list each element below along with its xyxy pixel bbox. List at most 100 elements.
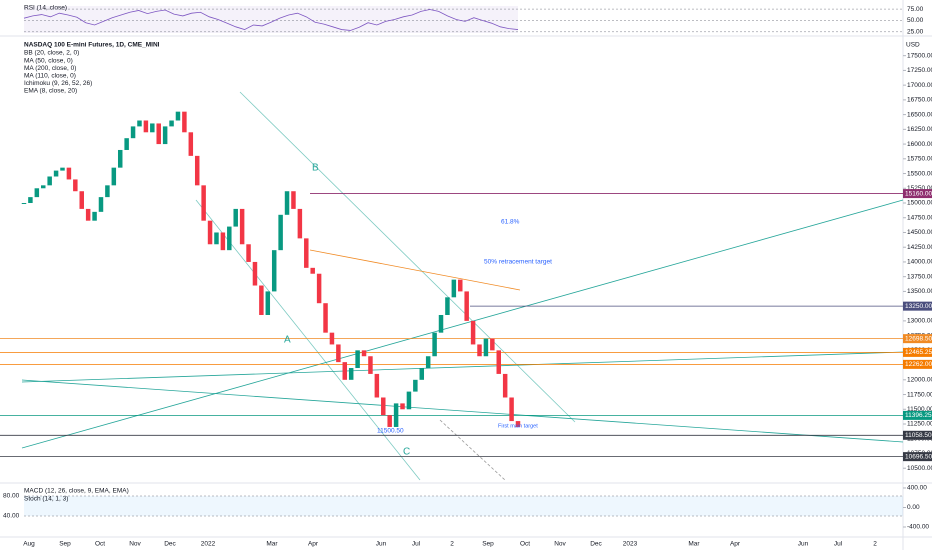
candle [214,232,219,245]
candle [470,320,476,345]
candle [323,303,328,333]
trend-line [21,379,904,443]
time-label: 2022 [201,541,216,548]
price-label: 12698.50 [905,335,932,342]
candle [60,167,65,171]
candle [246,244,251,262]
time-label: Dec [590,541,602,548]
candle [239,208,245,245]
y-tick-label: 14500.00 [907,229,932,236]
time-label: Nov [129,541,141,548]
candle [156,123,161,145]
candle [111,167,117,186]
candle [509,397,514,422]
y-tick-label: 75.00 [907,6,924,13]
y-tick-label: 11250.00 [907,421,932,428]
trend-line [239,91,576,423]
candle [41,185,46,189]
candle [432,332,437,357]
annotation: 50% retracement target [484,259,552,266]
y-tick-label: 25.00 [907,29,924,36]
time-label: Nov [554,541,566,548]
y-tick-label: 14750.00 [907,214,932,221]
candle [477,344,482,357]
candle [150,123,155,133]
currency-label: USD [906,42,920,49]
y-tick-label: 14250.00 [907,244,932,251]
price-label-bg [903,359,932,369]
y-tick-label: 50.00 [907,17,924,24]
y-tick-label: 11750.00 [907,391,932,398]
candle [73,179,78,192]
indicator-label: Ichimoku (9, 26, 52, 26) [24,80,92,87]
candle [381,397,386,416]
candle [329,332,335,345]
price-label: 15160.00 [905,190,932,197]
macd-title: MACD (12, 26, close, 9, EMA, EMA) [24,488,129,495]
candle [284,191,290,215]
candle [413,379,418,392]
trend-line [195,199,421,481]
candle [271,250,277,292]
annotation: C [403,447,410,458]
price-label: 11396.25 [905,412,932,419]
candle [47,176,52,186]
price-label-bg [903,301,932,311]
candle [304,238,309,268]
candle [451,279,457,298]
annotation: 11500.50 [377,428,404,435]
candle [117,149,123,168]
time-label: Apr [308,541,319,548]
candle [207,220,213,245]
y-tick-label: 17500.00 [907,52,932,59]
candle [137,120,142,127]
time-label: Jul [834,541,843,548]
candle [85,208,91,221]
y-tick-label: 17250.00 [907,67,932,74]
symbol-title: NASDAQ 100 E-mini Futures, 1D, CME_MINI [24,42,160,49]
candle [464,291,469,321]
y-tick-label: 15750.00 [907,156,932,163]
y-tick-label: 17000.00 [907,82,932,89]
time-label: 2023 [623,541,638,548]
y-tick-label: 13500.00 [907,288,932,295]
price-label: 13250.00 [905,303,932,310]
candle [515,421,521,427]
candle [316,273,322,304]
y-tick-label: 16500.00 [907,111,932,118]
candle [310,267,315,274]
candle [291,191,296,209]
candle [175,111,181,121]
time-label: Jun [798,541,809,548]
candle [265,291,271,315]
candle [393,403,399,427]
candle [21,203,27,205]
trend-line [21,199,904,449]
y-tick-label: 16000.00 [907,141,932,148]
price-label: 11058.50 [905,432,932,439]
candle [400,403,405,410]
annotation: B [312,163,319,174]
rsi-line [23,9,519,31]
candle [188,132,194,156]
candle [259,285,264,315]
candle [278,214,283,251]
candle [92,211,97,221]
candle [348,368,354,380]
indicator-label: MA (110, close, 0) [24,73,76,80]
candle [233,208,238,227]
y-tick-label: 15500.00 [907,170,932,177]
time-label: Jul [412,541,421,548]
y-tick-label: 16250.00 [907,126,932,133]
price-label-bg [903,347,932,357]
candle [220,232,226,251]
stoch-band [24,496,903,516]
y-tick-label: 40.00 [3,513,20,520]
candle [496,350,501,374]
candle [502,373,508,398]
candle [34,188,40,198]
candle [336,344,341,363]
time-label: Aug [23,541,35,548]
